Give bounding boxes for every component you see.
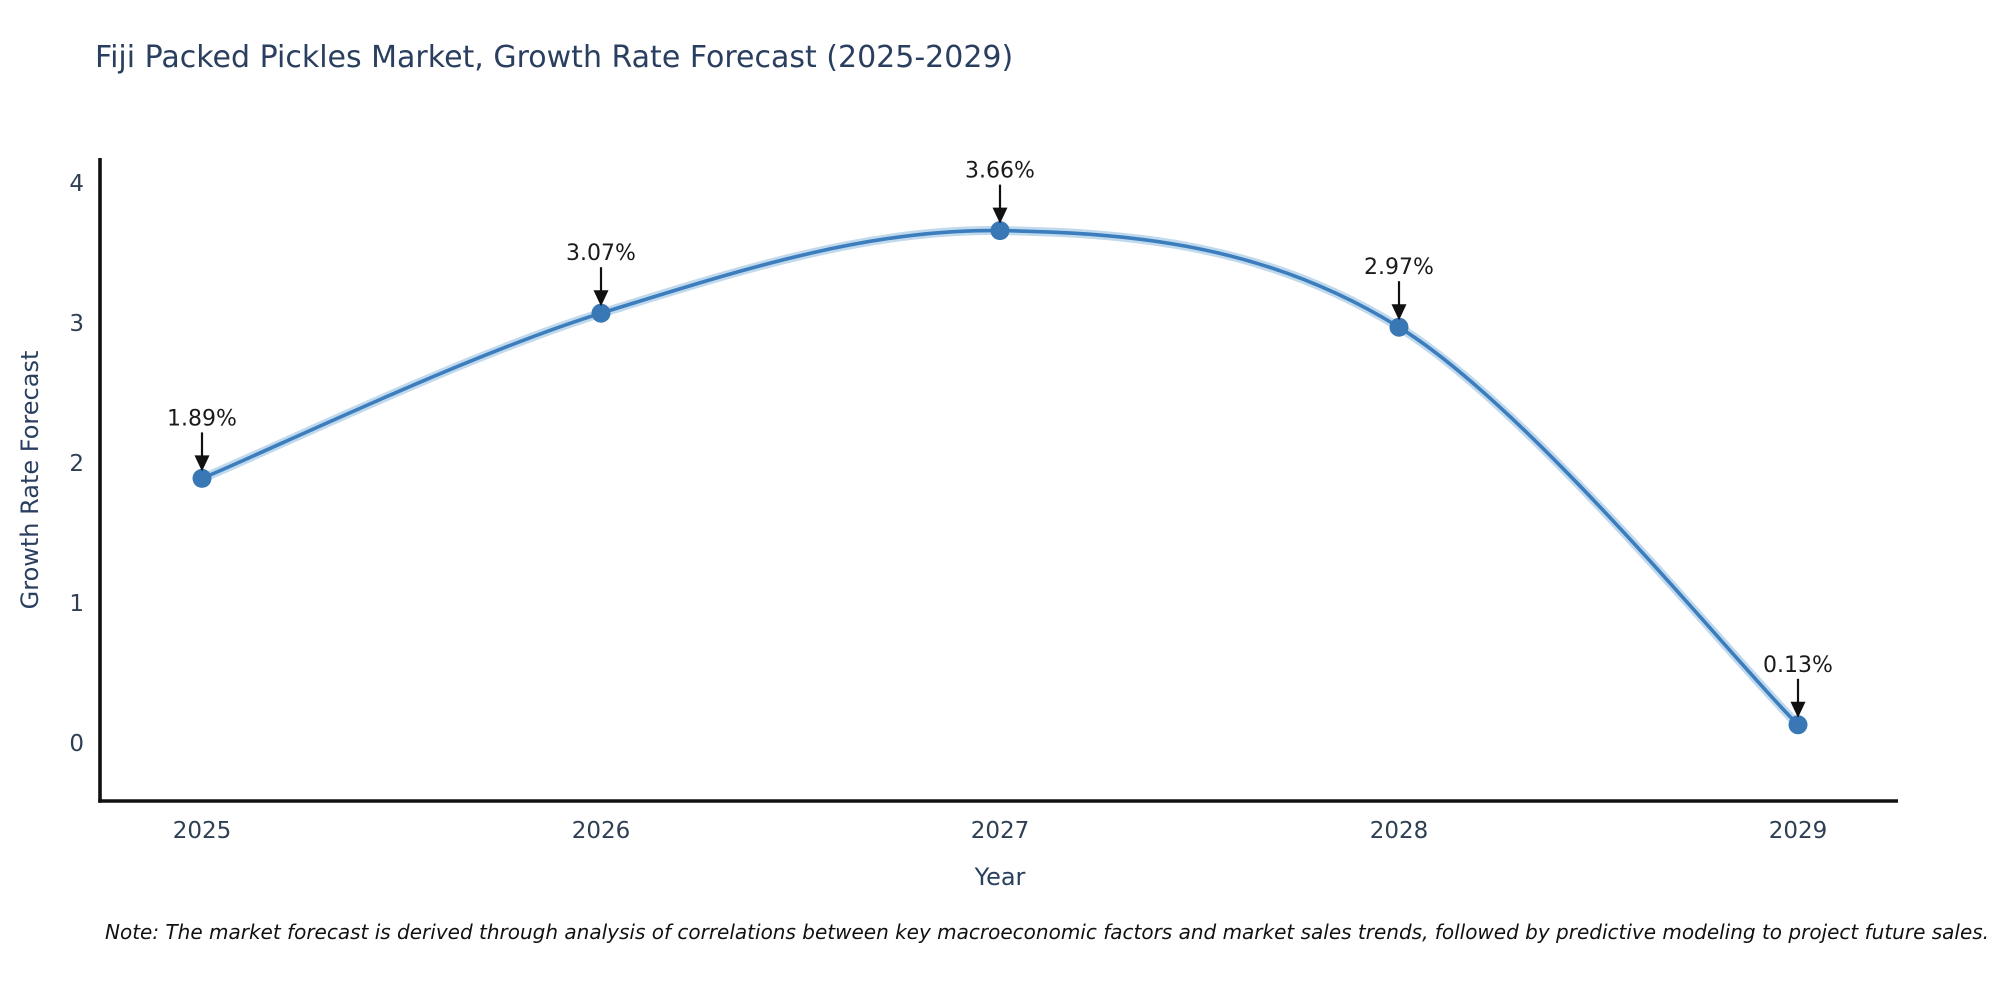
data-point-marker <box>990 221 1010 241</box>
annotation-arrow-head <box>1790 701 1806 718</box>
data-point-label: 3.07% <box>566 241 636 266</box>
y-tick-label: 4 <box>69 171 84 197</box>
footnote: Note: The market forecast is derived thr… <box>105 920 1990 944</box>
y-axis-label: Growth Rate Forecast <box>16 350 44 610</box>
x-tick-label: 2029 <box>1769 818 1828 844</box>
y-tick-label: 3 <box>69 311 84 337</box>
x-tick-label: 2026 <box>572 818 631 844</box>
y-tick-label: 1 <box>69 591 84 617</box>
data-point-marker <box>1788 715 1808 735</box>
forecast-line <box>200 228 1800 727</box>
x-tick-label: 2025 <box>173 818 232 844</box>
data-point-label: 2.97% <box>1364 255 1434 280</box>
y-tick-label: 2 <box>69 451 84 477</box>
y-tick-label: 0 <box>69 731 84 757</box>
annotation-arrow-head <box>194 455 210 472</box>
annotation-arrow-head <box>1391 304 1407 321</box>
x-tick-label: 2027 <box>971 818 1030 844</box>
x-axis-label: Year <box>974 863 1026 891</box>
data-point-marker <box>591 303 611 323</box>
x-tick-label: 2028 <box>1370 818 1429 844</box>
forecast-line-glow <box>197 226 1803 730</box>
annotation-arrow-head <box>593 290 609 307</box>
chart-title: Fiji Packed Pickles Market, Growth Rate … <box>95 40 1014 75</box>
data-point-marker <box>1389 317 1409 337</box>
data-point-marker <box>192 468 212 488</box>
data-point-label: 3.66% <box>965 159 1035 184</box>
data-point-label: 0.13% <box>1763 653 1833 678</box>
data-point-label: 1.89% <box>167 406 237 431</box>
annotation-arrow-head <box>992 207 1008 224</box>
